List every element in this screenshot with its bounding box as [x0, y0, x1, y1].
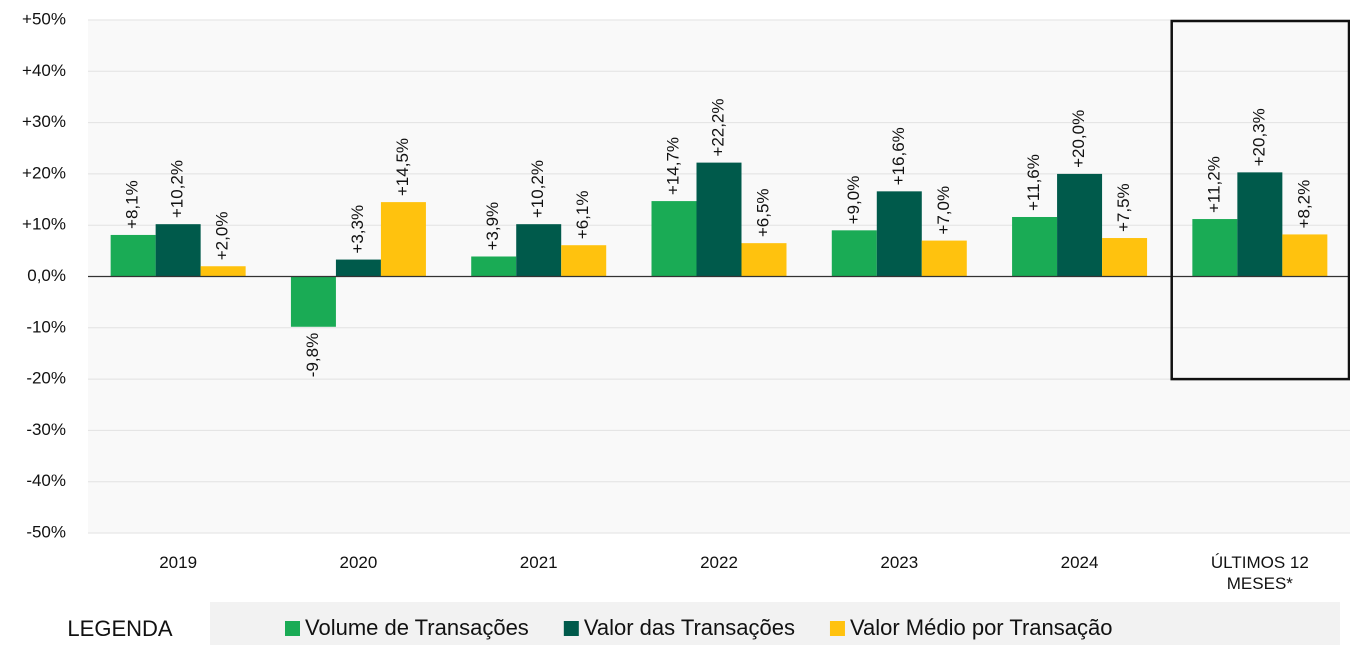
bar	[921, 240, 967, 277]
value-label: +2,0%	[213, 212, 232, 261]
bar	[110, 234, 156, 277]
value-label: +22,2%	[708, 98, 727, 156]
value-label: +6,5%	[753, 188, 772, 237]
bar	[1282, 234, 1328, 277]
y-tick-label: -10%	[26, 317, 66, 336]
bar	[831, 230, 877, 277]
bar	[561, 245, 607, 277]
legend-swatch	[563, 621, 579, 636]
y-tick-label: -30%	[26, 420, 66, 439]
value-label: +11,6%	[1024, 154, 1043, 211]
y-tick-label: +10%	[22, 215, 66, 234]
y-tick-label: -40%	[26, 471, 66, 490]
value-label: +10,2%	[528, 160, 547, 218]
bar	[876, 191, 922, 277]
value-label: +20,0%	[1069, 110, 1088, 168]
bar	[1237, 172, 1283, 277]
value-label: +7,5%	[1114, 183, 1133, 232]
legend-title: LEGENDA	[67, 616, 172, 641]
value-label: +10,2%	[168, 160, 187, 218]
value-label: +16,6%	[889, 127, 908, 185]
bar	[155, 224, 201, 277]
value-label: +14,7%	[663, 137, 682, 195]
value-label: +8,1%	[123, 180, 142, 229]
y-tick-label: +30%	[22, 112, 66, 131]
legend-swatch	[829, 621, 845, 636]
y-tick-label: 0,0%	[27, 266, 66, 285]
x-tick-label: 2022	[700, 553, 738, 572]
x-tick-label: 2019	[159, 553, 198, 572]
y-tick-label: -20%	[26, 369, 66, 388]
value-label: +3,9%	[483, 202, 502, 251]
x-tick-label: 2021	[519, 553, 558, 572]
legend-box	[210, 602, 1340, 645]
y-tick-label: -50%	[26, 522, 66, 541]
bar	[741, 243, 787, 277]
bar	[1192, 219, 1238, 277]
bar	[335, 259, 381, 277]
bar	[1012, 216, 1058, 277]
legend-swatch	[285, 621, 300, 636]
y-tick-label: +20%	[22, 163, 66, 182]
x-tick-label: 2020	[339, 553, 378, 572]
legend-label: Valor das Transações	[584, 615, 795, 640]
highlight-box	[1170, 19, 1350, 381]
bar	[1057, 173, 1103, 277]
y-tick-label: +40%	[22, 61, 66, 80]
y-tick-label: +50%	[22, 9, 66, 28]
bar	[380, 202, 426, 277]
bar	[290, 276, 336, 327]
legend-label: Volume de Transações	[305, 615, 529, 640]
bar	[200, 266, 246, 277]
value-label: +9,0%	[844, 176, 863, 225]
value-label: +6,1%	[573, 191, 592, 240]
value-label: +20,3%	[1249, 108, 1268, 166]
x-tick-label: 2024	[1060, 553, 1099, 572]
x-tick-label: ÚLTIMOS 12 MESES*	[1210, 553, 1309, 593]
bar	[651, 201, 697, 277]
bar	[471, 256, 517, 277]
value-label: +14,5%	[393, 138, 412, 196]
bar	[1102, 238, 1148, 277]
value-label: +11,2%	[1204, 156, 1223, 213]
bar	[696, 162, 742, 277]
value-label: +7,0%	[934, 186, 953, 235]
value-label: +3,3%	[348, 205, 367, 254]
x-tick-label: 2023	[880, 553, 919, 572]
bar	[516, 224, 562, 277]
value-label: +8,2%	[1294, 180, 1313, 229]
legend-label: Valor Médio por Transação	[850, 615, 1113, 640]
value-label: -9,8%	[303, 333, 322, 377]
